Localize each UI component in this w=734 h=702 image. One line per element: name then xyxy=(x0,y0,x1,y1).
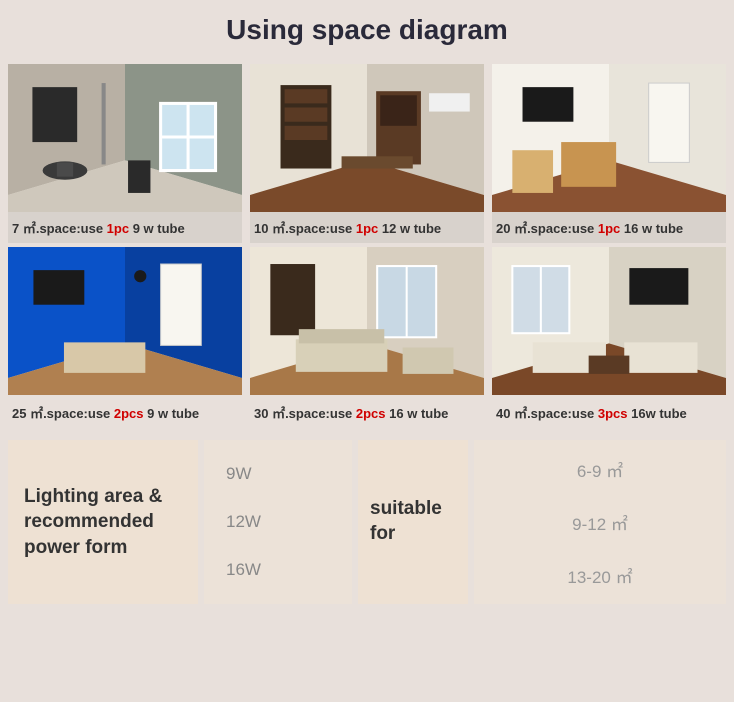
room-tube: 16 w tube xyxy=(386,406,449,421)
room-caption: 7 ㎡.space:use 1pc 9 w tube xyxy=(8,212,242,243)
room-image xyxy=(492,247,726,395)
room-qty: 1pc xyxy=(107,221,129,236)
room-card: 20 ㎡.space:use 1pc 16 w tube xyxy=(492,64,726,243)
room-image xyxy=(8,64,242,212)
room-caption: 10 ㎡.space:use 1pc 12 w tube xyxy=(250,212,484,243)
room-caption: 40 ㎡.space:use 3pcs 16w tube xyxy=(492,395,726,428)
watt-value: 9W xyxy=(226,450,352,498)
room-caption: 25 ㎡.space:use 2pcs 9 w tube xyxy=(8,395,242,428)
room-area: 25 ㎡.space:use xyxy=(12,406,114,421)
watt-value: 12W xyxy=(226,498,352,546)
room-area: 7 ㎡.space:use xyxy=(12,221,107,236)
room-caption: 30 ㎡.space:use 2pcs 16 w tube xyxy=(250,395,484,428)
table-header-power: Lighting area & recommended power form xyxy=(8,440,198,604)
room-tube: 16 w tube xyxy=(620,221,683,236)
room-tube: 9 w tube xyxy=(144,406,200,421)
watts-column: 9W 12W 16W xyxy=(204,440,352,604)
room-area: 10 ㎡.space:use xyxy=(254,221,356,236)
room-area: 40 ㎡.space:use xyxy=(496,406,598,421)
page-title: Using space diagram xyxy=(0,0,734,64)
room-area: 20 ㎡.space:use xyxy=(496,221,598,236)
room-area: 30 ㎡.space:use xyxy=(254,406,356,421)
area-value: 13-20 ㎡ xyxy=(474,549,726,602)
room-qty: 1pc xyxy=(598,221,620,236)
room-card: 25 ㎡.space:use 2pcs 9 w tube xyxy=(8,247,242,428)
rooms-row-1: 7 ㎡.space:use 1pc 9 w tube 10 ㎡.space:us xyxy=(0,64,734,243)
table-header-suitable: suitable for xyxy=(358,440,468,604)
area-value: 9-12 ㎡ xyxy=(474,496,726,549)
room-tube: 16w tube xyxy=(628,406,687,421)
room-card: 10 ㎡.space:use 1pc 12 w tube xyxy=(250,64,484,243)
rooms-row-2: 25 ㎡.space:use 2pcs 9 w tube 30 ㎡.space:… xyxy=(0,247,734,428)
room-tube: 12 w tube xyxy=(378,221,441,236)
room-qty: 2pcs xyxy=(114,406,144,421)
power-table: Lighting area & recommended power form 9… xyxy=(8,440,726,604)
room-caption: 20 ㎡.space:use 1pc 16 w tube xyxy=(492,212,726,243)
room-image xyxy=(492,64,726,212)
room-card: 40 ㎡.space:use 3pcs 16w tube xyxy=(492,247,726,428)
room-qty: 2pcs xyxy=(356,406,386,421)
room-image xyxy=(8,247,242,395)
room-image xyxy=(250,247,484,395)
room-qty: 1pc xyxy=(356,221,378,236)
areas-column: 6-9 ㎡ 9-12 ㎡ 13-20 ㎡ xyxy=(474,440,726,604)
area-value: 6-9 ㎡ xyxy=(474,443,726,496)
room-card: 30 ㎡.space:use 2pcs 16 w tube xyxy=(250,247,484,428)
room-tube: 9 w tube xyxy=(129,221,185,236)
watt-value: 16W xyxy=(226,546,352,594)
room-qty: 3pcs xyxy=(598,406,628,421)
room-card: 7 ㎡.space:use 1pc 9 w tube xyxy=(8,64,242,243)
room-image xyxy=(250,64,484,212)
